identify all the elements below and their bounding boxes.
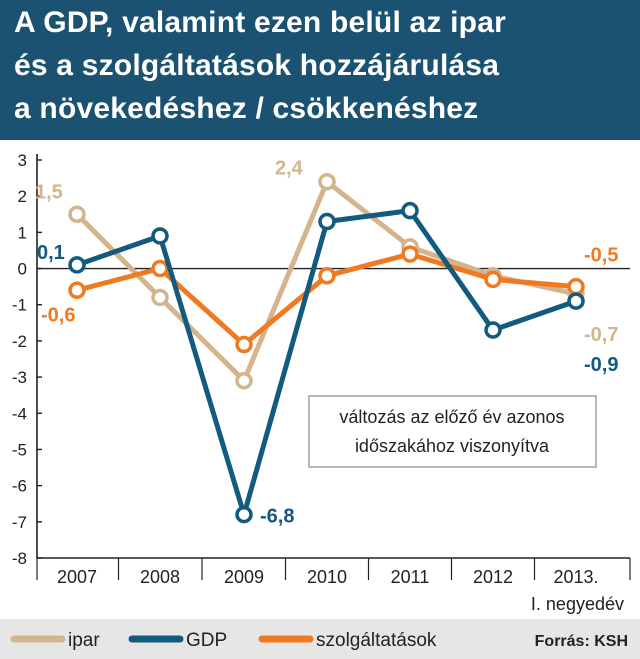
x-tick-label: 2009 xyxy=(224,567,264,587)
data-point-GDP xyxy=(151,227,169,245)
y-tick-label: -8 xyxy=(12,549,27,568)
data-point-GDP xyxy=(401,201,419,220)
x-tick-label: 2013. xyxy=(553,567,598,587)
y-tick-label: 2 xyxy=(18,187,27,206)
chart-title-line-3: a növekedéshez / csökkenéshez xyxy=(14,92,479,125)
y-tick-label: -4 xyxy=(12,404,27,423)
data-point-ipar xyxy=(151,288,169,307)
y-tick-label: 1 xyxy=(18,223,27,242)
source-note: Forrás: KSH xyxy=(535,633,628,650)
data-point-ipar xyxy=(235,371,253,390)
x-tick-label: 2007 xyxy=(57,567,97,587)
chart-title-line-1: A GDP, valamint ezen belül az ipar xyxy=(14,6,506,39)
data-label: -0,5 xyxy=(584,245,618,267)
annotation-border xyxy=(308,395,597,468)
data-point-ipar xyxy=(318,172,336,191)
data-point-szolgáltatások xyxy=(68,281,86,300)
y-tick-label: 3 xyxy=(18,151,27,170)
data-point-szolgáltatások xyxy=(151,259,169,278)
annotation-box: változás az előző év azonos időszakához v… xyxy=(308,395,597,468)
chart-legend: ipar GDP szolgáltatások Forrás: KSH xyxy=(0,619,640,659)
data-point-szolgáltatások xyxy=(567,277,585,296)
data-point-GDP xyxy=(484,321,502,339)
data-label: -0,9 xyxy=(584,354,618,376)
data-point-szolgáltatások xyxy=(401,245,419,263)
y-tick-label: -3 xyxy=(12,368,27,387)
y-tick-label: -2 xyxy=(12,332,27,351)
data-label: -6,8 xyxy=(260,506,294,528)
data-label: -0,7 xyxy=(584,324,618,346)
annotation-line-1: változás az előző év azonos xyxy=(339,407,564,427)
data-label: -0,6 xyxy=(41,304,75,326)
data-label: 0,1 xyxy=(37,242,65,264)
annotation-line-2: időszakához viszonyítva xyxy=(355,436,550,456)
data-point-GDP xyxy=(567,292,585,310)
data-point-GDP xyxy=(235,505,253,524)
chart-header: A GDP, valamint ezen belül az ipar és a … xyxy=(0,0,640,140)
y-tick-label: -5 xyxy=(12,440,27,459)
data-point-szolgáltatások xyxy=(235,335,253,354)
chart-title-line-2: és a szolgáltatások hozzájárulása xyxy=(14,49,500,82)
x-tick-sublabel: I. negyedév xyxy=(531,594,624,614)
y-tick-label: -6 xyxy=(12,477,27,496)
x-tick-label: 2012 xyxy=(473,567,513,587)
legend-label-GDP: GDP xyxy=(186,630,227,651)
data-point-GDP xyxy=(68,256,86,274)
y-tick-label: -7 xyxy=(12,513,27,532)
y-tick-label: 0 xyxy=(18,260,27,279)
data-point-szolgáltatások xyxy=(484,270,502,289)
x-tick-label: 2008 xyxy=(140,567,180,587)
data-point-GDP xyxy=(318,212,336,231)
data-point-szolgáltatások xyxy=(318,267,336,285)
legend-label-szolgáltatások: szolgáltatások xyxy=(316,630,437,651)
data-label: 1,5 xyxy=(35,181,63,203)
legend-label-ipar: ipar xyxy=(68,630,100,651)
data-point-ipar xyxy=(68,205,86,224)
data-label: 2,4 xyxy=(275,158,304,180)
series-line-GDP xyxy=(74,208,579,518)
x-tick-label: 2010 xyxy=(307,567,347,587)
x-tick-label: 2011 xyxy=(391,567,430,587)
y-tick-label: -1 xyxy=(12,296,27,315)
line-chart-plot: 3 2 1 0 -1 -2 -3 -4 -5 -6 -7 -8 2007 2008 2009 2010 2011… xyxy=(12,151,631,614)
